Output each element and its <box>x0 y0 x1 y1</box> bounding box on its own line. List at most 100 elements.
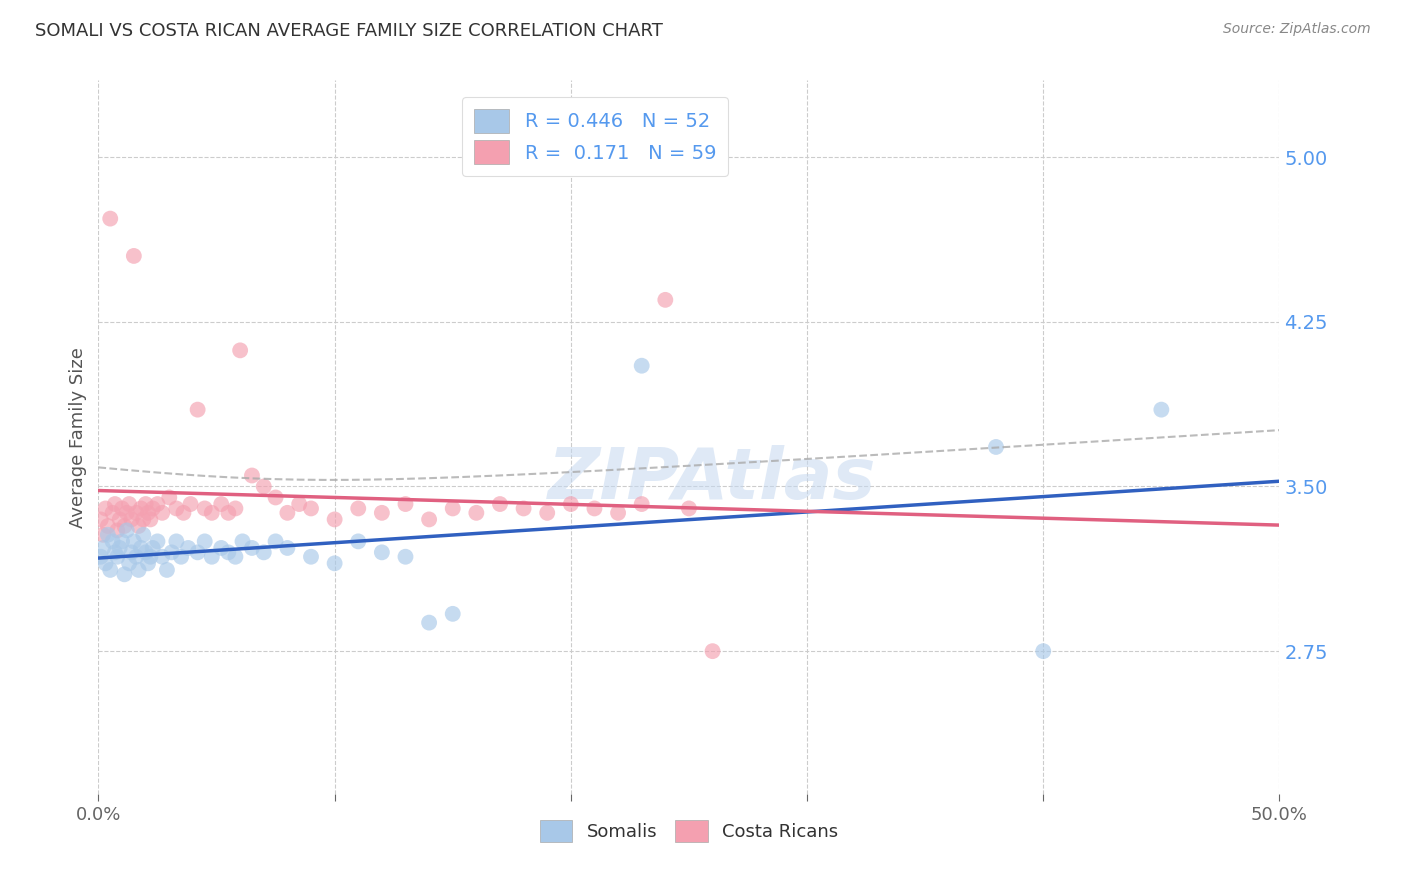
Point <box>139 549 162 564</box>
Point <box>323 512 346 526</box>
Point <box>441 501 464 516</box>
Point <box>253 545 276 559</box>
Point <box>165 501 187 516</box>
Point <box>94 501 117 516</box>
Point <box>607 506 630 520</box>
Point <box>240 468 263 483</box>
Point <box>583 501 606 516</box>
Point <box>121 545 143 559</box>
Point <box>146 534 169 549</box>
Point <box>139 512 162 526</box>
Point <box>91 528 114 542</box>
Point <box>91 541 114 555</box>
Point <box>121 512 143 526</box>
Text: Source: ZipAtlas.com: Source: ZipAtlas.com <box>1223 22 1371 37</box>
Point <box>142 541 165 555</box>
Point <box>105 524 128 538</box>
Point <box>122 249 145 263</box>
Point <box>105 549 128 564</box>
Point <box>1150 402 1173 417</box>
Point <box>323 557 346 571</box>
Point <box>150 506 173 520</box>
Point <box>136 506 159 520</box>
Point <box>489 497 512 511</box>
Point <box>97 528 120 542</box>
Point <box>394 549 416 564</box>
Point <box>630 497 652 511</box>
Point <box>253 479 276 493</box>
Point <box>299 501 322 516</box>
Point <box>560 497 582 511</box>
Point <box>187 402 209 417</box>
Point <box>90 512 112 526</box>
Point <box>264 534 287 549</box>
Point <box>1032 644 1054 658</box>
Point <box>108 541 131 555</box>
Point <box>104 545 127 559</box>
Point <box>201 506 224 520</box>
Point <box>136 557 159 571</box>
Point <box>165 534 187 549</box>
Point <box>209 541 232 555</box>
Point <box>128 563 150 577</box>
Point <box>394 497 416 511</box>
Point <box>112 519 135 533</box>
Point <box>108 512 131 526</box>
Point <box>111 501 134 516</box>
Point <box>156 563 179 577</box>
Point <box>172 506 194 520</box>
Point <box>224 549 246 564</box>
Point <box>128 519 150 533</box>
Legend: Somalis, Costa Ricans: Somalis, Costa Ricans <box>533 813 845 849</box>
Point <box>129 541 152 555</box>
Point <box>132 528 155 542</box>
Point <box>160 545 183 559</box>
Point <box>157 491 180 505</box>
Point <box>654 293 676 307</box>
Point <box>101 534 124 549</box>
Point <box>465 506 488 520</box>
Point <box>217 506 239 520</box>
Point <box>702 644 724 658</box>
Point <box>129 501 152 516</box>
Text: ZIPAtlas: ZIPAtlas <box>548 445 877 515</box>
Text: SOMALI VS COSTA RICAN AVERAGE FAMILY SIZE CORRELATION CHART: SOMALI VS COSTA RICAN AVERAGE FAMILY SIZ… <box>35 22 664 40</box>
Point <box>146 497 169 511</box>
Point <box>201 549 224 564</box>
Point <box>125 506 148 520</box>
Point <box>371 545 394 559</box>
Point <box>142 501 165 516</box>
Point <box>371 506 394 520</box>
Point <box>299 549 322 564</box>
Point <box>135 545 157 559</box>
Point <box>678 501 700 516</box>
Point <box>115 524 138 538</box>
Point <box>224 501 246 516</box>
Point <box>111 534 134 549</box>
Point <box>122 534 145 549</box>
Point <box>98 211 121 226</box>
Point <box>194 501 217 516</box>
Point <box>209 497 232 511</box>
Point <box>150 549 173 564</box>
Point <box>276 506 298 520</box>
Point <box>276 541 298 555</box>
Point <box>112 567 135 582</box>
Point <box>512 501 534 516</box>
Point <box>630 359 652 373</box>
Point <box>240 541 263 555</box>
Y-axis label: Average Family Size: Average Family Size <box>69 347 87 527</box>
Point <box>135 497 157 511</box>
Point <box>118 557 141 571</box>
Point <box>984 440 1007 454</box>
Point <box>288 497 311 511</box>
Point <box>194 534 217 549</box>
Point <box>97 519 120 533</box>
Point <box>229 343 252 358</box>
Point <box>180 497 202 511</box>
Point <box>347 534 370 549</box>
Point <box>90 549 112 564</box>
Point <box>231 534 253 549</box>
Point <box>132 512 155 526</box>
Point <box>264 491 287 505</box>
